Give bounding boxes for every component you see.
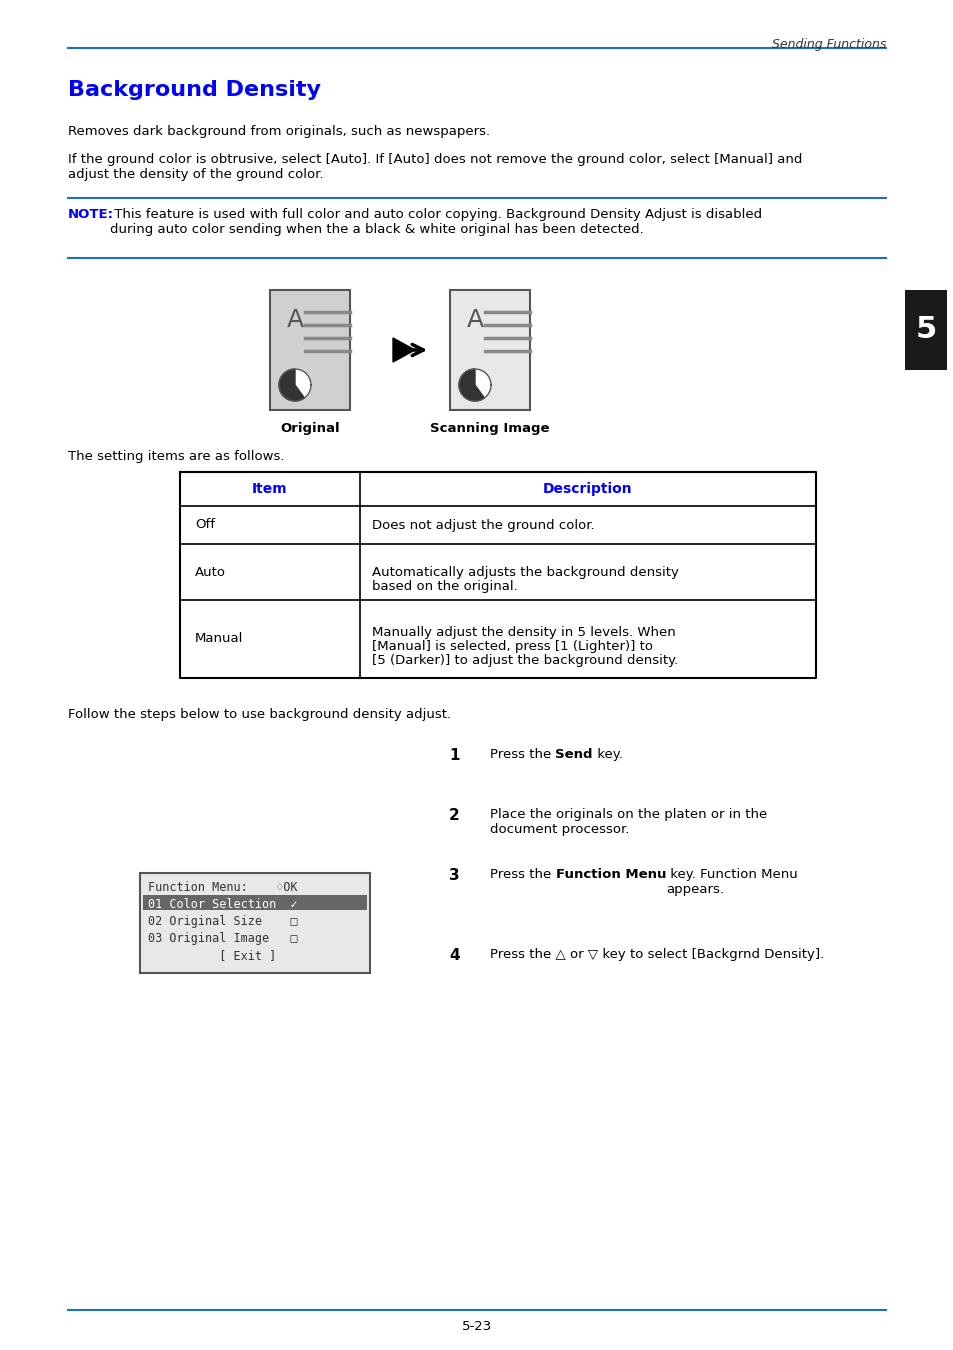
Text: Place the originals on the platen or in the: Place the originals on the platen or in … xyxy=(490,809,766,821)
Text: Manual: Manual xyxy=(194,633,243,645)
Text: 03 Original Image   □: 03 Original Image □ xyxy=(148,931,297,945)
Text: 5: 5 xyxy=(915,316,936,344)
Text: Press the: Press the xyxy=(490,748,555,761)
Bar xyxy=(140,873,370,973)
Text: Sending Functions: Sending Functions xyxy=(771,38,885,51)
Polygon shape xyxy=(278,369,304,401)
Text: This feature is used with full color and auto color copying. Background Density : This feature is used with full color and… xyxy=(110,208,761,236)
Text: based on the original.: based on the original. xyxy=(372,580,517,593)
Text: 5-23: 5-23 xyxy=(461,1320,492,1332)
Text: Press the △ or ▽ key to select [Backgrnd Density].: Press the △ or ▽ key to select [Backgrnd… xyxy=(490,948,823,961)
Polygon shape xyxy=(393,338,415,362)
Text: Off: Off xyxy=(194,518,214,532)
Text: NOTE:: NOTE: xyxy=(68,208,113,221)
Polygon shape xyxy=(458,369,491,401)
Text: Function Menu: Function Menu xyxy=(555,868,665,882)
Text: Auto: Auto xyxy=(194,566,226,579)
Text: A: A xyxy=(466,308,483,332)
Text: [ Exit ]: [ Exit ] xyxy=(148,949,276,963)
Text: Press the: Press the xyxy=(490,868,555,882)
Text: [Manual] is selected, press [1 (Lighter)] to: [Manual] is selected, press [1 (Lighter)… xyxy=(372,640,652,653)
Text: 4: 4 xyxy=(449,948,459,963)
Text: Original: Original xyxy=(280,423,339,435)
Text: document processor.: document processor. xyxy=(490,824,629,836)
Text: 3: 3 xyxy=(449,868,459,883)
Text: Scanning Image: Scanning Image xyxy=(430,423,549,435)
Bar xyxy=(904,290,946,370)
Text: Manually adjust the density in 5 levels. When: Manually adjust the density in 5 levels.… xyxy=(372,626,675,639)
Text: Automatically adjusts the background density: Automatically adjusts the background den… xyxy=(372,566,679,579)
Text: Function Menu:    ♢OK: Function Menu: ♢OK xyxy=(148,882,297,894)
Text: 02 Original Size    □: 02 Original Size □ xyxy=(148,915,297,927)
Text: Does not adjust the ground color.: Does not adjust the ground color. xyxy=(372,518,594,532)
Text: The setting items are as follows.: The setting items are as follows. xyxy=(68,450,284,463)
Bar xyxy=(143,895,367,910)
Text: [5 (Darker)] to adjust the background density.: [5 (Darker)] to adjust the background de… xyxy=(372,653,678,667)
Bar xyxy=(450,290,530,410)
Text: 2: 2 xyxy=(449,809,459,824)
Text: key.: key. xyxy=(593,748,622,761)
Text: Send: Send xyxy=(555,748,593,761)
Bar xyxy=(270,290,350,410)
Text: Removes dark background from originals, such as newspapers.: Removes dark background from originals, … xyxy=(68,126,490,138)
Text: Follow the steps below to use background density adjust.: Follow the steps below to use background… xyxy=(68,707,451,721)
Text: Background Density: Background Density xyxy=(68,80,320,100)
Polygon shape xyxy=(278,369,311,401)
Text: 1: 1 xyxy=(449,748,459,763)
Text: If the ground color is obtrusive, select [Auto]. If [Auto] does not remove the g: If the ground color is obtrusive, select… xyxy=(68,153,801,181)
Polygon shape xyxy=(458,369,484,401)
Text: Item: Item xyxy=(252,482,288,495)
Text: Description: Description xyxy=(542,482,632,495)
Text: key. Function Menu
appears.: key. Function Menu appears. xyxy=(665,868,797,896)
Text: A: A xyxy=(286,308,303,332)
Text: 01 Color Selection  ✓: 01 Color Selection ✓ xyxy=(148,898,297,911)
